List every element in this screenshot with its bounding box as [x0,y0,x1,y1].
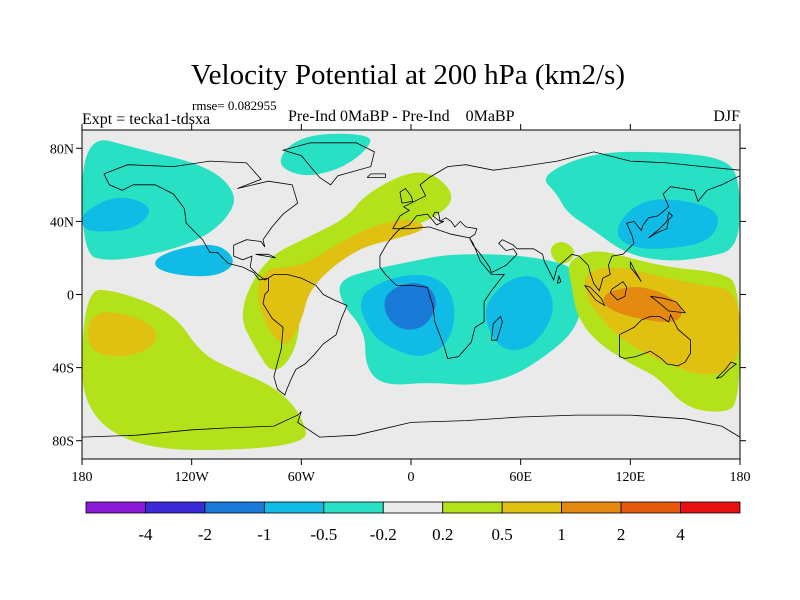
contour-region-maritime-strong [603,287,683,323]
colorbar-label: 2 [617,525,626,544]
coastline-madagascar [491,315,503,341]
contour-region-north-atlantic-negative [280,133,371,176]
colorbar-label: -2 [198,525,212,544]
coastline-japan [648,211,673,239]
colorbar-label: 0.5 [492,525,513,544]
longitude-axis: 180 120W 60W 0 60E 120E 180 [72,124,751,485]
colorbar-swatch [382,501,444,514]
experiment-label: Expt = tecka1-tdsxa [82,111,210,128]
contour-region-america-atlantic-orange [258,219,424,344]
colorbar: -4 -2 -1 -0.5 -0.2 0.2 0.5 1 2 4 [85,501,741,544]
contour-region-arabian-positive [550,241,575,264]
lat-tick-label: 40N [50,215,74,230]
contour-region-africa-deep [384,283,436,330]
colorbar-swatch [501,501,563,514]
coastline-south-america [262,274,348,396]
map-title: Velocity Potential at 200 hPa (km2/s) [191,59,625,91]
lon-tick-label: 0 [408,470,415,485]
contour-region-south-pacific-orange [88,312,157,357]
coastline-sumatra [584,285,606,307]
coastline-antarctica [82,411,740,438]
coastline-greenland [281,142,375,186]
colorbar-label: 4 [676,525,685,544]
colorbar-label: -0.5 [310,525,337,544]
contour-region-north-pacific-core [82,197,150,232]
colorbar-swatch [263,501,325,514]
contour-region-indian-core [485,276,553,351]
lat-tick-label: 40S [52,362,74,377]
colorbar-label: -0.2 [370,525,397,544]
coastline-layer [82,142,740,438]
colorbar-swatch [145,501,206,514]
coastline-borneo [609,281,628,301]
contour-fill-layer [82,133,740,450]
colorbar-label: -4 [138,525,153,544]
colorbar-swatch [561,501,622,514]
colorbar-swatch [323,501,384,514]
coastline-iceland [366,173,386,178]
lon-tick-label: 120W [175,470,210,485]
colorbar-swatch [680,501,741,514]
coastline-australia [619,313,691,367]
colorbar-label: 1 [557,525,566,544]
lat-tick-label: 0 [67,289,74,304]
colorbar-label: 0.2 [432,525,453,544]
colorbar-swatch [85,501,146,514]
lon-tick-label: 180 [72,470,93,485]
coastline-north-america [103,160,299,281]
coastline-new-guinea [650,295,687,314]
coastline-eurasia-africa [379,151,740,359]
coastline-sri-lanka [556,274,562,284]
colorbar-swatch [620,501,681,514]
lon-tick-label: 180 [730,470,751,485]
colorbar-swatch [442,501,503,514]
colorbar-swatch [204,501,265,514]
coastline-cuba [255,253,276,259]
lat-tick-label: 80N [50,142,74,157]
lon-tick-label: 120E [616,470,646,485]
colorbar-label: -1 [257,525,271,544]
map-panel: 80N 40N 0 40S 80S 180 120W 60W 0 60E 120E 180 [50,124,751,485]
coastline-uk [399,187,414,204]
coastline-new-zealand [715,361,738,379]
rmse-label: rmse= 0.082955 [192,98,277,113]
lat-tick-label: 80S [52,435,74,450]
season-label: DJF [713,108,740,125]
coastline-philippines [629,261,642,282]
latitude-axis: 80N 40N 0 40S 80S [50,142,746,450]
lon-tick-label: 60W [288,470,316,485]
lon-tick-label: 60E [509,470,532,485]
comparison-label: Pre-Ind 0MaBP - Pre-Ind 0MaBP [288,108,515,125]
